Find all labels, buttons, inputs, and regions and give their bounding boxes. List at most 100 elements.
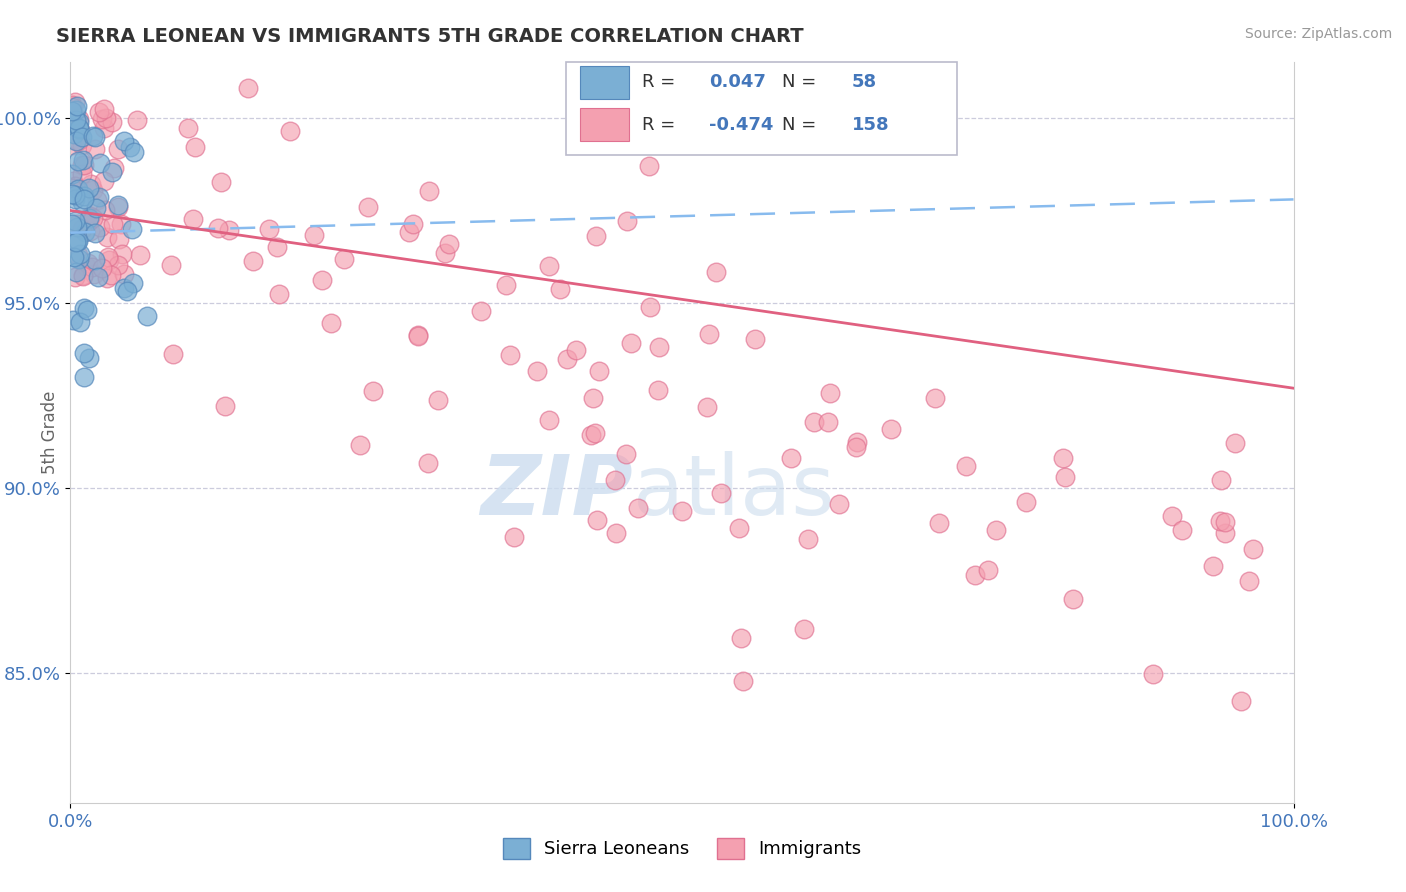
Point xyxy=(697,326,720,341)
Point xyxy=(605,525,627,540)
Point xyxy=(63,192,86,206)
Point xyxy=(69,247,91,261)
Point xyxy=(1213,515,1236,529)
Point xyxy=(75,259,97,273)
Point xyxy=(267,286,290,301)
Point xyxy=(280,124,302,138)
Point xyxy=(846,434,869,449)
Point xyxy=(96,271,118,285)
Point xyxy=(112,281,135,295)
Point xyxy=(66,234,89,248)
Point xyxy=(845,440,868,454)
Point xyxy=(357,200,380,214)
Point xyxy=(537,259,560,273)
Point xyxy=(62,173,84,187)
Point xyxy=(582,391,605,405)
Point xyxy=(90,112,112,127)
Point xyxy=(319,316,342,330)
Point xyxy=(257,221,280,235)
Point xyxy=(733,673,755,688)
Point xyxy=(118,140,141,154)
Point xyxy=(266,240,288,254)
Point xyxy=(184,140,207,154)
Point xyxy=(620,336,643,351)
Text: R =: R = xyxy=(641,116,681,135)
Point xyxy=(817,415,839,429)
Point xyxy=(730,631,752,645)
Point xyxy=(72,268,94,282)
Point xyxy=(73,158,96,172)
Point xyxy=(73,225,96,239)
Point xyxy=(73,370,96,384)
Point xyxy=(101,115,124,129)
Point xyxy=(579,427,602,442)
Point xyxy=(588,364,610,378)
Point xyxy=(1209,473,1232,487)
Point xyxy=(537,413,560,427)
Point xyxy=(89,220,111,235)
Point xyxy=(70,167,93,181)
Point xyxy=(66,220,89,235)
Point xyxy=(117,284,139,298)
Point xyxy=(614,446,637,460)
Point xyxy=(1213,526,1236,541)
FancyBboxPatch shape xyxy=(581,66,630,99)
Point xyxy=(1170,523,1192,537)
Point xyxy=(827,497,849,511)
Point xyxy=(60,218,83,232)
Point xyxy=(83,130,105,145)
Point xyxy=(704,265,727,279)
Point xyxy=(73,301,96,316)
Text: N =: N = xyxy=(782,116,823,135)
Point xyxy=(79,209,101,223)
Point xyxy=(69,123,91,137)
Point xyxy=(112,134,135,148)
Point xyxy=(67,115,90,129)
Point xyxy=(66,134,89,148)
Point xyxy=(526,364,548,378)
Point xyxy=(70,138,93,153)
Point xyxy=(1161,508,1184,523)
Point xyxy=(728,521,751,535)
Text: -0.474: -0.474 xyxy=(709,116,773,135)
Point xyxy=(72,222,94,236)
Point xyxy=(928,516,950,531)
Point xyxy=(63,95,86,110)
Point xyxy=(586,513,609,527)
Point xyxy=(87,190,110,204)
Point xyxy=(780,450,803,465)
Point xyxy=(125,113,148,128)
Point xyxy=(73,346,96,360)
Point xyxy=(236,81,259,95)
Point xyxy=(84,253,107,268)
Point xyxy=(207,221,229,235)
Point xyxy=(361,384,384,398)
Point xyxy=(67,121,90,136)
Point xyxy=(107,200,129,214)
Point xyxy=(111,247,134,261)
Point xyxy=(79,224,101,238)
Point xyxy=(406,328,429,343)
Point xyxy=(60,167,83,181)
Point xyxy=(65,235,87,249)
Point xyxy=(1209,514,1232,528)
Point xyxy=(63,187,86,202)
Point xyxy=(1229,694,1251,708)
Point xyxy=(976,563,998,577)
Point xyxy=(647,384,669,398)
Point xyxy=(648,340,671,354)
Point xyxy=(122,145,145,159)
Point xyxy=(91,260,114,275)
Point xyxy=(80,260,103,275)
Point xyxy=(616,214,638,228)
Point xyxy=(110,217,132,231)
Point xyxy=(1062,592,1084,607)
FancyBboxPatch shape xyxy=(581,108,630,141)
Point xyxy=(129,248,152,262)
Point xyxy=(470,303,492,318)
Point xyxy=(67,153,90,168)
Point xyxy=(62,250,84,264)
Point xyxy=(63,179,86,194)
Point xyxy=(65,265,87,279)
Point xyxy=(333,252,356,266)
